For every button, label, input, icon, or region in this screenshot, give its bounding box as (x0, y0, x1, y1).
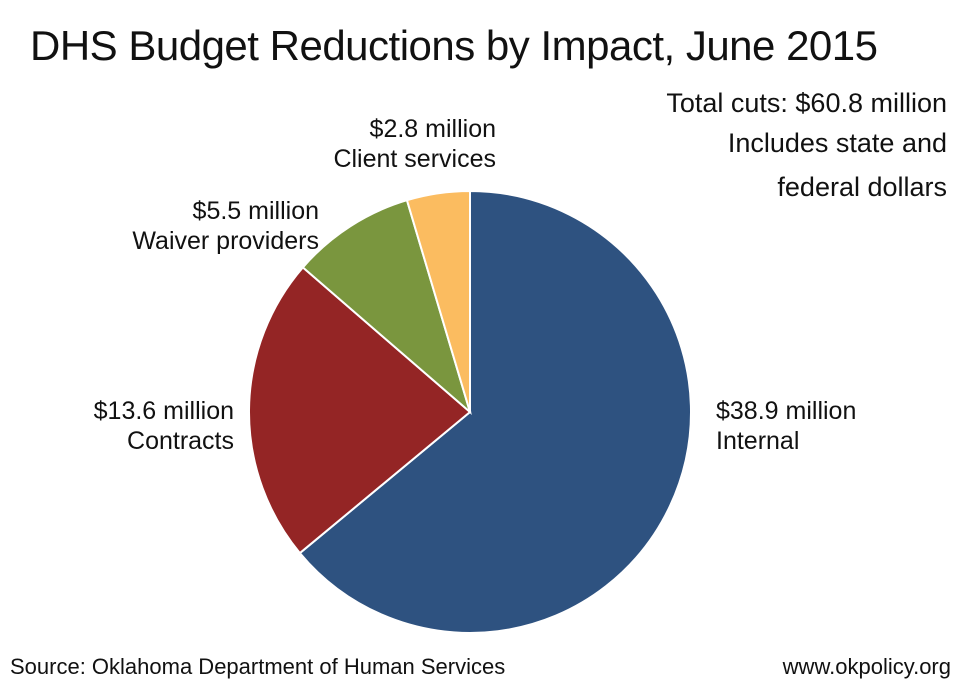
slice-label-client-services: $2.8 million Client services (333, 114, 496, 174)
slice-value-internal: $38.9 million (716, 397, 857, 425)
pie-slice-client-services (405, 189, 471, 413)
slice-name-client-services: Client services (333, 145, 496, 173)
slice-value-client-services: $2.8 million (369, 115, 496, 143)
slice-value-contracts: $13.6 million (93, 397, 234, 425)
slice-value-waiver-providers: $5.5 million (192, 197, 319, 225)
chart-title: DHS Budget Reductions by Impact, June 20… (30, 22, 878, 69)
funding-note-line-2: federal dollars (777, 172, 947, 202)
pie-slices (248, 189, 692, 634)
pie-slice-waiver-providers (301, 198, 472, 415)
pie-slice-internal (298, 189, 692, 634)
source-note: Source: Oklahoma Department of Human Ser… (10, 654, 506, 679)
slice-name-waiver-providers: Waiver providers (132, 227, 319, 255)
total-cuts-note: Total cuts: $60.8 million (666, 88, 947, 118)
slice-name-contracts: Contracts (127, 427, 234, 455)
website-credit: www.okpolicy.org (782, 654, 951, 679)
funding-note-line-1: Includes state and (727, 128, 947, 158)
slice-label-waiver-providers: $5.5 million Waiver providers (132, 196, 319, 256)
slice-label-internal: $38.9 million Internal (716, 396, 856, 456)
slice-label-contracts: $13.6 million Contracts (94, 396, 234, 456)
pie-slice-contracts (248, 266, 472, 555)
slice-name-internal: Internal (716, 427, 800, 455)
